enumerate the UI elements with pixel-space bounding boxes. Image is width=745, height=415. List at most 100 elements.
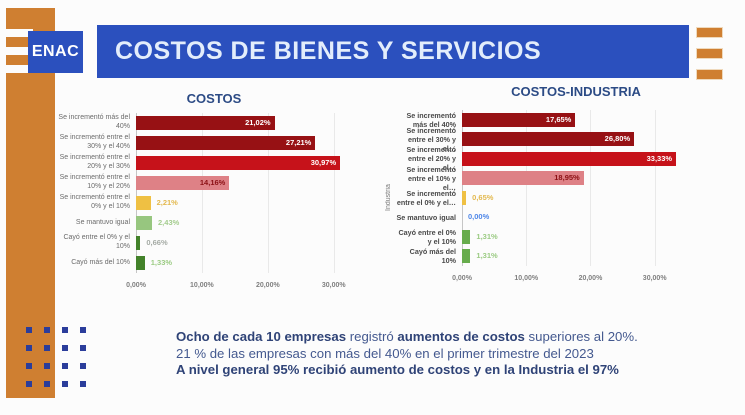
accent-notch — [0, 65, 33, 73]
bar-value: 1,33% — [150, 258, 173, 267]
chart-row: Se incrementó más del 40% 17,65% — [395, 110, 690, 130]
bar: 17,65% — [462, 112, 576, 127]
corner-accent-bar — [696, 69, 723, 80]
bar-track: 0,00% — [462, 208, 690, 228]
enac-logo: ENAC — [28, 31, 83, 73]
bar-track: 1,33% — [136, 253, 370, 273]
bar-value: 33,33% — [646, 153, 673, 163]
decor-dot — [44, 363, 50, 369]
bar-track: 18,95% — [462, 169, 690, 189]
decor-dot — [80, 345, 86, 351]
chart-rows: Se incrementó más del 40% 21,02% Se increm… — [58, 113, 370, 273]
decor-dot — [80, 381, 86, 387]
accent-notch — [0, 29, 33, 37]
bar — [136, 216, 153, 230]
title-banner: COSTOS DE BIENES Y SERVICIOS — [97, 25, 689, 78]
summary-line: A nivel general 95% recibió aumento de c… — [176, 362, 638, 379]
gridline — [201, 113, 203, 273]
x-tick-label: 10,00% — [190, 282, 214, 289]
category-label: Cayó más del 10% — [71, 258, 130, 266]
category-label: Se incrementó entre el 0% y el… — [396, 188, 456, 207]
chart-costos-title: COSTOS — [186, 91, 242, 106]
bar: 21,02% — [136, 116, 275, 130]
left-accent-bar — [6, 8, 55, 398]
bar-value: 2,21% — [156, 198, 178, 207]
chart-row: Cayó más del 10% 1,31% — [395, 247, 690, 267]
bar: 27,21% — [136, 136, 316, 150]
summary-segment: A nivel general 95% recibió aumento de c… — [176, 362, 619, 377]
summary-text: Ocho de cada 10 empresas registró aument… — [176, 329, 638, 379]
chart-row: Se incrementó entre el 10% y el 20% 14,16… — [58, 173, 370, 193]
bar-track: 17,65% — [462, 110, 690, 130]
summary-segment: superiores al 20%. — [524, 329, 638, 344]
bar: 30,97% — [136, 156, 341, 170]
y-axis-label-industria: Industria — [385, 184, 392, 212]
chart-row: Cayó entre el 0% y el 10% 1,31% — [395, 227, 690, 247]
bar-track: 2,21% — [136, 193, 370, 213]
chart-row: Se incrementó entre el 0% y el 10% 2,21% — [58, 193, 370, 213]
bar-value: 0,66% — [146, 238, 168, 247]
category-label: Se incrementó entre el 10% y el… — [406, 164, 456, 192]
bar-track: 33,33% — [462, 149, 690, 169]
category-label: Se incrementó entre el 20% y el 30% — [59, 154, 130, 170]
corner-accent-bar — [696, 27, 723, 38]
decor-dot — [26, 381, 32, 387]
chart-industria: COSTOS-INDUSTRIA Industria Se incrementó… — [382, 84, 690, 286]
bar-value: 30,97% — [310, 158, 337, 167]
x-tick-label: 20,00% — [255, 282, 280, 289]
category-label: Cayó entre el 0% y el 10% — [398, 227, 456, 246]
bar — [136, 236, 141, 250]
bar — [462, 229, 471, 244]
chart-grid — [462, 110, 690, 266]
decor-dot — [80, 327, 86, 333]
bar-value: 27,21% — [285, 138, 312, 147]
bar-track: 21,02% — [136, 113, 370, 133]
bar-value: 0,00% — [468, 212, 490, 222]
corner-accent-bar — [696, 48, 723, 59]
summary-segment: registró — [346, 329, 398, 344]
accent-notch — [0, 47, 33, 55]
chart-row: Se incrementó entre el 30% y el… 26,80% — [395, 126, 690, 153]
gridline — [526, 110, 528, 266]
summary-segment: Ocho de cada 10 empresas — [176, 329, 347, 344]
category-label: Se mantuvo igual — [396, 212, 456, 222]
enac-logo-text: ENAC — [31, 43, 80, 60]
decor-dot — [26, 327, 32, 333]
axis-line — [136, 113, 137, 273]
bar-value: 21,02% — [245, 118, 271, 127]
page-title: COSTOS DE BIENES Y SERVICIOS — [115, 37, 542, 65]
category-label: Se incrementó entre el 10% y el 20% — [59, 174, 130, 190]
axis-line — [462, 110, 463, 266]
category-label: Se incrementó más del 40% — [58, 114, 130, 130]
summary-segment: 21 % de las empresas con más del 40% en … — [176, 345, 594, 361]
x-tick-label: 30,00% — [321, 282, 346, 289]
category-label: Cayó entre el 0% y el 10% — [63, 234, 130, 250]
decor-dot — [80, 363, 86, 369]
x-tick-label: 0,00% — [452, 275, 472, 282]
x-tick-label: 30,00% — [642, 275, 667, 282]
chart-row: Cayó entre el 0% y el 10% 0,66% — [58, 233, 370, 253]
category-label: Cayó más del 10% — [409, 247, 456, 266]
decor-dot — [44, 345, 50, 351]
bar-track: 30,97% — [136, 153, 370, 173]
decor-dot — [62, 345, 68, 351]
category-label: Se incrementó entre el 0% y el 10% — [59, 194, 130, 210]
summary-line: Ocho de cada 10 empresas registró aument… — [176, 329, 638, 346]
decor-dot — [44, 381, 50, 387]
gridline — [333, 113, 335, 273]
bar-track: 14,16% — [136, 173, 370, 193]
chart-row: Se incrementó entre el 10% y el… 18,95% — [395, 164, 690, 192]
bar: 33,33% — [462, 151, 677, 166]
x-tick-label: 10,00% — [514, 275, 539, 282]
bar-track: 1,31% — [462, 247, 690, 267]
chart-row: Se mantuvo igual 0,00% — [395, 208, 690, 228]
category-label: Se incrementó más del 40% — [406, 110, 456, 129]
bar: 14,16% — [136, 176, 230, 190]
chart-x-axis: 0,00% 10,00% 20,00% 30,00% — [452, 266, 690, 286]
bar: 26,80% — [462, 132, 635, 147]
bar-track: 0,65% — [462, 188, 690, 208]
chart-industria-title: COSTOS-INDUSTRIA — [511, 84, 641, 99]
bar-value: 2,43% — [158, 218, 180, 227]
bar-value: 26,80% — [604, 134, 631, 144]
chart-x-axis: 0,00% 10,00% 20,00% 30,00% — [126, 273, 370, 293]
